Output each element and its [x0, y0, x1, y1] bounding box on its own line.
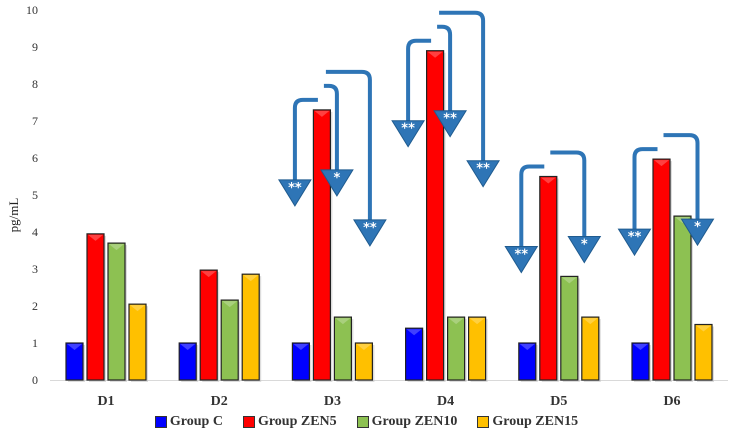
bar: [220, 299, 239, 381]
arrow-head-icon: [278, 179, 312, 207]
significance-label: **: [514, 248, 528, 263]
y-axis-label: pg/mL: [6, 198, 21, 233]
arrow-head-icon: [353, 219, 387, 247]
significance-arrow: [519, 164, 545, 247]
bar: [354, 342, 373, 381]
legend-item: Group C: [154, 414, 223, 430]
arrow-head-icon: [320, 169, 354, 197]
bar: [405, 327, 424, 381]
significance-arrow: [550, 150, 587, 237]
significance-arrow: [632, 147, 658, 230]
significance-label: **: [363, 221, 377, 236]
bar: [199, 269, 218, 381]
x-category-label: D3: [324, 394, 341, 409]
x-category-label: D1: [97, 394, 114, 409]
y-tick-label: 4: [32, 225, 38, 239]
significance-arrows: ************** ***: [278, 10, 715, 274]
bar: [694, 323, 713, 381]
significance-arrow: [406, 38, 432, 121]
x-category-label: D4: [437, 394, 454, 409]
y-tick-label: 10: [26, 3, 38, 17]
significance-arrow: [325, 69, 372, 220]
legend-label: Group ZEN5: [257, 414, 337, 429]
arrow-head-icon: [466, 160, 500, 188]
bar: [426, 50, 445, 381]
x-category-label: D2: [211, 394, 228, 409]
bar: [539, 175, 558, 381]
y-tick-label: 2: [32, 299, 38, 313]
significance-label: **: [401, 122, 415, 137]
legend-swatch: [477, 416, 490, 428]
bar: [241, 273, 260, 381]
arrow-head-icon: [680, 218, 715, 247]
significance-label: *: [581, 238, 588, 253]
significance-label: *: [333, 171, 340, 186]
bar: [468, 316, 487, 381]
legend-swatch: [154, 416, 167, 428]
significance-arrow: [323, 83, 339, 170]
bar: [631, 342, 650, 381]
bar: [652, 158, 671, 381]
x-category-label: D6: [663, 394, 680, 409]
bar: [581, 316, 600, 381]
bar: [178, 342, 197, 381]
significance-label: **: [476, 162, 490, 177]
bar: [312, 109, 331, 381]
significance-arrow: [292, 97, 318, 180]
bar: [128, 303, 147, 381]
arrow-head-icon: [504, 246, 539, 274]
bar: [291, 342, 310, 381]
legend-label: Group ZEN15: [492, 414, 579, 429]
y-tick-label: 0: [32, 373, 38, 387]
arrow-head-icon: [617, 228, 652, 257]
legend-item: Group ZEN10: [356, 414, 458, 430]
bar: [560, 275, 579, 381]
legend-label: Group ZEN10: [371, 414, 458, 429]
y-tick-label: 6: [32, 151, 38, 165]
legend: Group C Group ZEN5 Group ZEN10 Group ZEN15: [0, 414, 733, 433]
legend-swatch: [356, 416, 369, 428]
x-axis-categories: D1 D2 D3 D4 D5 D6: [97, 394, 680, 409]
bar: [86, 233, 105, 381]
legend-label: Group C: [169, 414, 223, 429]
bar: [518, 342, 537, 381]
significance-arrow: [663, 133, 700, 220]
significance-label: *: [694, 220, 701, 235]
legend-swatch: [242, 416, 255, 428]
significance-label: **: [628, 230, 642, 245]
legend-item: Group ZEN15: [477, 414, 578, 430]
bar: [333, 316, 352, 381]
y-tick-label: 8: [32, 77, 38, 91]
y-tick-label: 5: [32, 188, 38, 202]
y-axis-ticks: 0 1 2 3 4 5 6 7 8 9 10: [26, 3, 38, 387]
y-tick-label: 7: [32, 114, 38, 128]
arrow-head-icon: [391, 120, 425, 148]
bar: [447, 316, 466, 381]
bar: [65, 342, 84, 381]
bar: [107, 242, 126, 381]
bar: [673, 215, 692, 381]
legend-item: Group ZEN5: [242, 414, 337, 430]
significance-arrow: [437, 24, 453, 111]
arrow-head-icon: [433, 110, 467, 138]
arrow-head-icon: [567, 236, 602, 264]
bars: [65, 50, 714, 383]
significance-label: **: [288, 181, 302, 196]
y-tick-label: 9: [32, 40, 38, 54]
x-category-label: D5: [550, 394, 567, 409]
y-tick-label: 1: [32, 336, 38, 350]
significance-arrow: [439, 10, 486, 161]
y-tick-label: 3: [32, 262, 38, 276]
significance-label: **: [443, 112, 457, 127]
